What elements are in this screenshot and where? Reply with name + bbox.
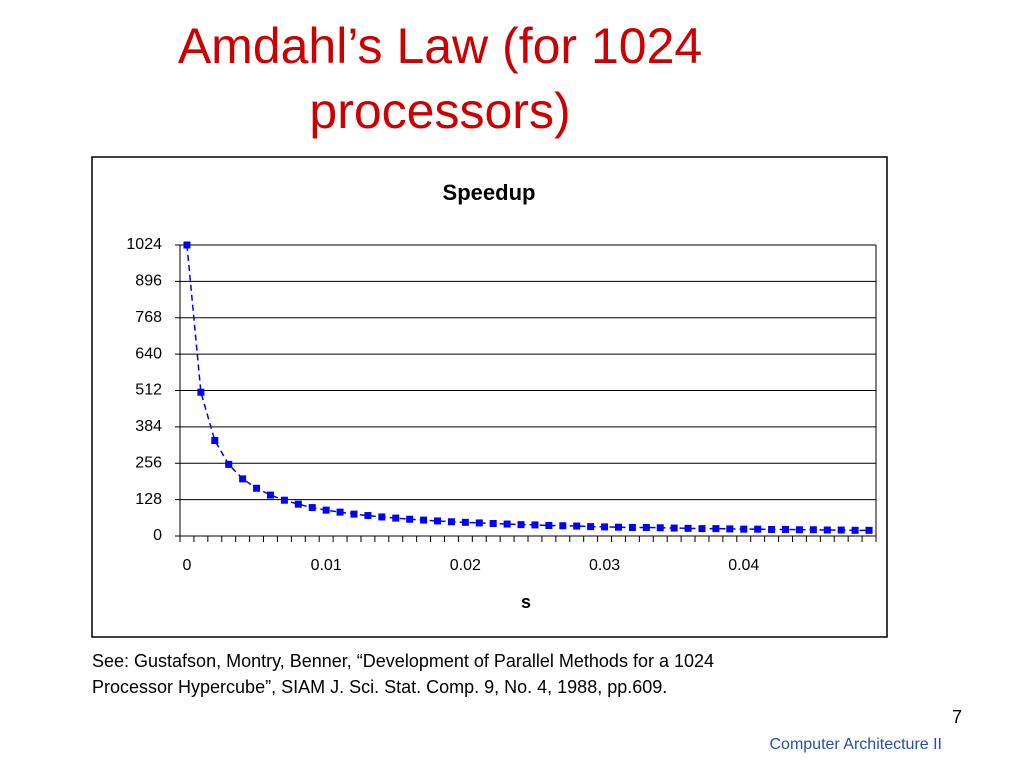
data-point xyxy=(280,496,288,504)
data-point xyxy=(461,518,469,526)
data-point xyxy=(809,526,817,534)
y-tick-label: 768 xyxy=(135,309,162,326)
slide-title: Amdahl’s Law (for 1024 xyxy=(178,18,702,74)
y-tick-label: 512 xyxy=(135,382,162,399)
data-point xyxy=(197,388,205,396)
x-tick-label: 0.02 xyxy=(450,557,481,574)
citation: See: Gustafson, Montry, Benner, “Develop… xyxy=(92,651,714,671)
citation: Processor Hypercube”, SIAM J. Sci. Stat.… xyxy=(92,677,667,697)
data-point xyxy=(865,526,873,534)
data-point xyxy=(587,523,595,531)
page-number: 7 xyxy=(952,707,962,727)
data-point xyxy=(795,526,803,534)
data-point xyxy=(420,516,428,524)
data-point xyxy=(712,525,720,533)
chart-frame xyxy=(91,156,888,638)
data-point xyxy=(531,521,539,529)
data-point xyxy=(225,460,233,468)
y-tick-label: 384 xyxy=(135,418,162,435)
x-tick-label: 0.04 xyxy=(728,557,759,574)
data-point xyxy=(559,522,567,530)
y-tick-label: 896 xyxy=(135,273,162,290)
data-point xyxy=(628,523,636,531)
data-point xyxy=(823,526,831,534)
data-point xyxy=(670,524,678,532)
data-point xyxy=(406,515,414,523)
data-point xyxy=(434,517,442,525)
y-tick-label: 0 xyxy=(153,527,162,544)
data-point xyxy=(684,524,692,532)
data-point xyxy=(851,526,859,534)
data-point xyxy=(266,491,274,499)
data-point xyxy=(239,475,247,483)
data-point xyxy=(211,437,219,445)
y-tick-label: 640 xyxy=(135,345,162,362)
x-axis-label: s xyxy=(521,592,531,612)
y-tick-label: 1024 xyxy=(126,236,162,253)
data-point xyxy=(392,514,400,522)
data-point xyxy=(489,519,497,527)
data-point xyxy=(503,520,511,528)
data-point xyxy=(656,524,664,532)
chart-title: Speedup xyxy=(443,180,536,205)
data-point xyxy=(545,521,553,529)
x-tick-label: 0.01 xyxy=(311,557,342,574)
data-point xyxy=(642,523,650,531)
data-point xyxy=(740,525,748,533)
data-point xyxy=(364,512,372,520)
data-point xyxy=(754,525,762,533)
x-tick-label: 0 xyxy=(183,557,192,574)
data-point xyxy=(447,518,455,526)
x-tick-label: 0.03 xyxy=(589,557,620,574)
data-point xyxy=(573,522,581,530)
data-point xyxy=(294,500,302,508)
y-tick-label: 128 xyxy=(135,491,162,508)
data-point xyxy=(475,519,483,527)
data-point xyxy=(837,526,845,534)
data-point xyxy=(253,484,261,492)
slide-title: processors) xyxy=(309,83,570,139)
data-point xyxy=(698,525,706,533)
data-point xyxy=(336,508,344,516)
data-point xyxy=(183,241,191,249)
data-point xyxy=(350,510,358,518)
data-point xyxy=(308,504,316,512)
data-point xyxy=(614,523,622,531)
data-point xyxy=(726,525,734,533)
data-point xyxy=(768,525,776,533)
y-tick-label: 256 xyxy=(135,454,162,471)
data-point xyxy=(517,521,525,529)
data-point xyxy=(601,523,609,531)
data-point xyxy=(782,525,790,533)
data-point xyxy=(322,506,330,514)
data-point xyxy=(378,513,386,521)
footer: Computer Architecture II xyxy=(769,736,942,753)
